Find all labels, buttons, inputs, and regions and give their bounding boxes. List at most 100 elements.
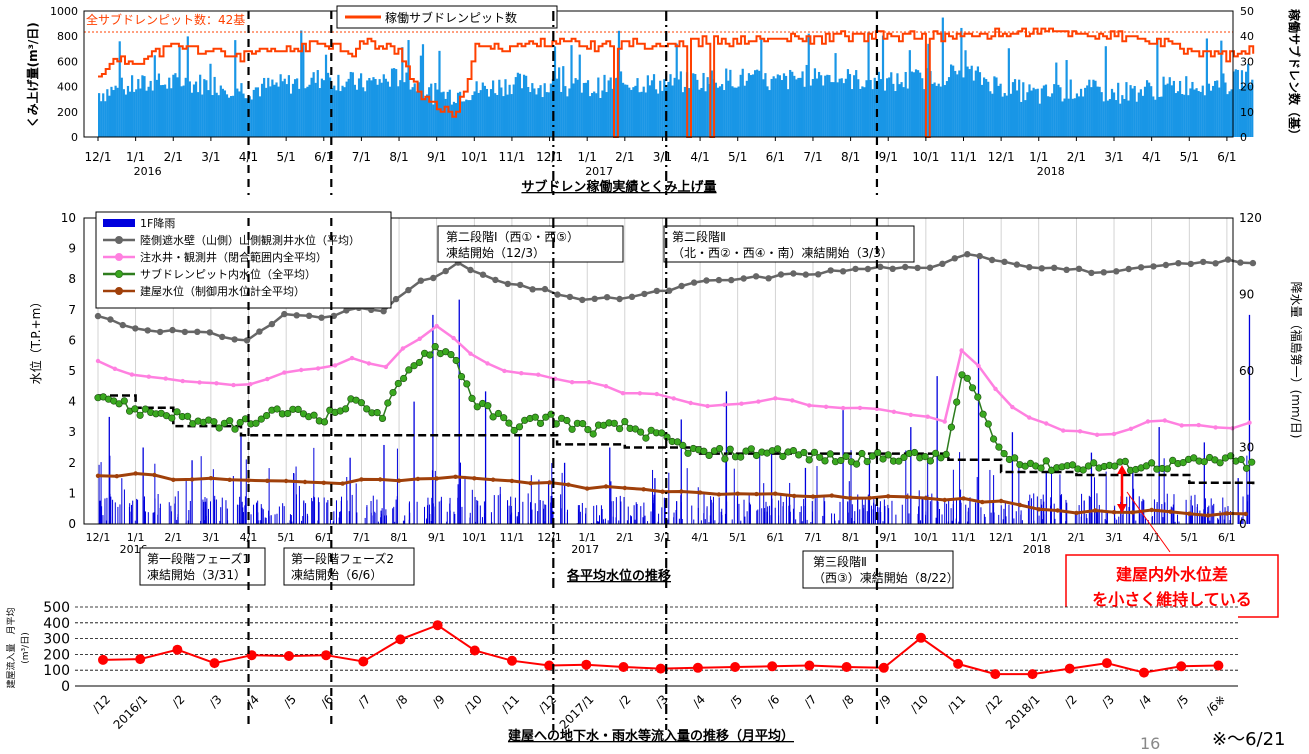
pumping-bar: [1115, 100, 1118, 137]
pumping-bar: [1141, 95, 1145, 137]
pumping-bar: [861, 86, 864, 137]
bottom-x-tick: /12: [982, 692, 1006, 716]
top-legend: [336, 5, 558, 29]
subdrain-pit-level-marker: [394, 379, 402, 388]
pumping-bar: [508, 84, 511, 137]
pumping-bar: [611, 88, 614, 137]
building-level-marker: [641, 487, 646, 492]
building-level-marker: [208, 476, 214, 481]
pumping-bar: [1242, 86, 1246, 137]
injection-well-level-marker: [1061, 428, 1066, 433]
mountain-side-level-marker: [728, 276, 735, 284]
subdrain-pit-level-marker: [747, 445, 755, 453]
subdrain-pit-level-marker: [210, 418, 218, 426]
pumping-bar: [209, 63, 212, 137]
mountain-side-level-marker: [194, 328, 201, 335]
pumping-bar: [539, 85, 542, 137]
pumping-bar: [479, 90, 482, 137]
pumping-bar: [945, 81, 949, 137]
pumping-bar: [405, 72, 408, 137]
building-level-marker: [1224, 511, 1230, 516]
annotation-stage3-2-line2: （西③）凍結開始（8/22）: [813, 571, 959, 585]
bottom-x-tick: /12: [536, 692, 560, 716]
pumping-bar: [487, 96, 491, 137]
mountain-side-level-marker: [156, 328, 164, 336]
pumping-bar: [1207, 83, 1211, 137]
pumping-bar: [671, 85, 674, 137]
subdrain-pit-level-marker: [953, 398, 961, 406]
pumping-bar: [370, 80, 373, 137]
subdrain-pit-level-marker: [431, 343, 439, 351]
subdrain-pit-level-marker: [874, 449, 882, 457]
callout-line1: 建屋内外水位差: [1116, 565, 1228, 584]
subdrain-pit-level-marker: [984, 420, 992, 428]
pumping-bar: [347, 78, 350, 137]
subdrain-pit-level-marker: [415, 358, 424, 367]
subdrain-pit-level-marker: [120, 397, 128, 405]
subdrain-pit-level-marker: [1147, 459, 1156, 467]
inflow-point: [1176, 661, 1187, 672]
pumping-bar: [935, 85, 938, 137]
middle-y2-tick: 30: [1239, 441, 1254, 455]
pumping-bar: [114, 85, 117, 137]
pumping-bar: [199, 74, 202, 137]
pumping-bar: [896, 73, 899, 137]
pumping-bar: [188, 81, 191, 137]
pumping-bar: [694, 74, 697, 137]
pumping-bar: [281, 81, 284, 137]
building-level-marker: [114, 474, 120, 479]
pumping-bar: [314, 82, 317, 137]
pumping-bar: [1125, 82, 1128, 137]
bottom-y-unit: (m³/日): [20, 632, 31, 663]
pumping-bar: [298, 88, 301, 137]
injection-well-level-marker: [231, 382, 236, 388]
pumping-bar: [170, 88, 173, 137]
middle-right-axis: 0 30 60 90 120: [1239, 211, 1262, 531]
pumping-bar: [1065, 60, 1068, 137]
injection-well-level-marker: [671, 396, 676, 401]
building-level-marker: [1243, 511, 1248, 517]
mountain-side-level-marker: [926, 264, 934, 271]
callout-leader: [1126, 491, 1171, 553]
pumping-bar: [609, 77, 612, 137]
pumping-bar: [859, 88, 862, 137]
building-level-marker: [566, 482, 571, 487]
pumping-bar: [442, 91, 445, 137]
pumping-bar: [1055, 62, 1058, 137]
subdrain-pit-level-marker: [563, 416, 571, 425]
pumping-bar: [1096, 86, 1099, 137]
pumping-bar: [978, 72, 982, 137]
middle-x-tick: 1/1: [127, 531, 145, 544]
pumping-bar: [520, 88, 524, 137]
subdrain-pit-level-marker: [1242, 464, 1251, 472]
subdrain-pit-level-marker: [737, 453, 745, 461]
subdrain-pit-level-marker: [989, 435, 998, 443]
subdrain-pit-level-marker: [231, 425, 239, 433]
pumping-bar: [164, 84, 167, 137]
pumping-bar: [782, 73, 786, 137]
subdrain-pit-level-marker: [173, 408, 181, 416]
pumping-bar: [364, 91, 367, 137]
injection-well-level-marker: [146, 374, 151, 379]
pumping-bar: [176, 77, 179, 137]
bottom-x-tick: /6: [318, 692, 336, 710]
pumping-bar: [213, 76, 216, 137]
annotation-stage2-2-line2: （北・西②・西④・南）凍結開始（3/3）: [672, 245, 893, 260]
top-y2-label: 稼働サブドレン数（基）: [1287, 9, 1302, 141]
pumping-bar: [578, 54, 581, 137]
pumping-bar: [203, 79, 206, 137]
pumping-bar: [795, 79, 798, 137]
subdrain-pit-level-marker: [684, 449, 692, 457]
pumping-bar: [696, 79, 699, 137]
mountain-side-level-marker: [1100, 269, 1108, 276]
pumping-bar: [211, 95, 214, 137]
bottom-y-tick: 300: [43, 632, 70, 648]
pumping-bar: [1009, 93, 1013, 137]
mountain-side-level-marker: [1249, 259, 1257, 267]
top-x-tick: 7/1: [803, 150, 822, 164]
pumping-bar: [207, 90, 210, 137]
pumping-bar: [454, 103, 458, 137]
pumping-bar: [551, 79, 555, 137]
pumping-bar: [256, 87, 260, 137]
